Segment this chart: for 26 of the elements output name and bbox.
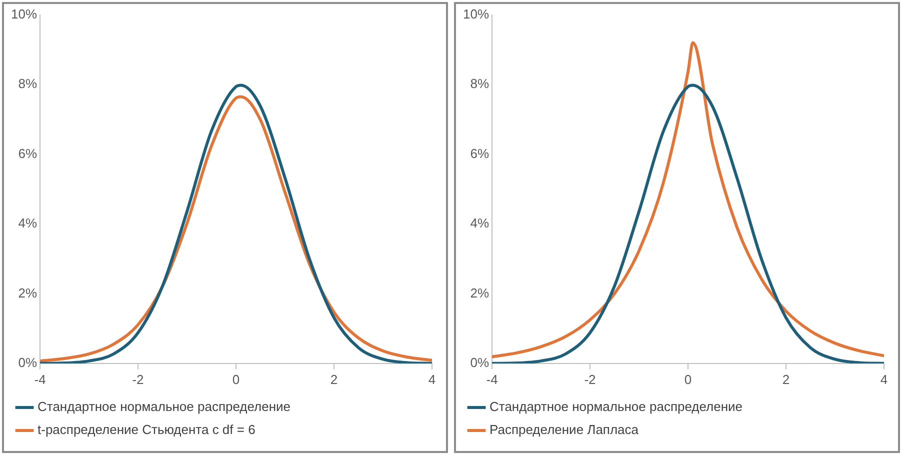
- y-tick-label: 6%: [470, 146, 490, 161]
- x-tick-label: 4: [428, 372, 436, 387]
- x-tick-label: 2: [782, 372, 790, 387]
- y-tick-label: 4%: [470, 216, 490, 231]
- x-tick-label: 0: [232, 372, 240, 387]
- legend-label: Стандартное нормальное распределение: [38, 399, 291, 414]
- x-tick-label: -4: [486, 372, 498, 387]
- y-tick-label: 8%: [470, 76, 490, 92]
- y-tick-label: 2%: [470, 285, 490, 300]
- x-tick-label: 0: [684, 372, 692, 387]
- y-tick-label: 0%: [470, 354, 490, 370]
- x-tick-label: -4: [34, 372, 46, 387]
- x-tick-label: 4: [880, 372, 888, 387]
- x-tick-label: 2: [330, 372, 338, 387]
- y-tick-label: 10%: [10, 6, 38, 22]
- y-tick-label: 4%: [18, 216, 38, 231]
- legend-label: t-распределение Стьюдента с df = 6: [38, 422, 256, 438]
- y-tick-label: 8%: [18, 76, 38, 92]
- x-tick-label: -2: [132, 372, 144, 387]
- y-tick-label: 6%: [18, 146, 38, 161]
- x-tick-label: -2: [584, 372, 596, 387]
- y-tick-label: 0%: [18, 354, 38, 370]
- y-tick-label: 2%: [18, 285, 38, 300]
- legend-label: Распределение Лапласа: [490, 422, 640, 438]
- legend-label: Стандартное нормальное распределение: [490, 399, 743, 414]
- y-tick-label: 10%: [462, 6, 490, 22]
